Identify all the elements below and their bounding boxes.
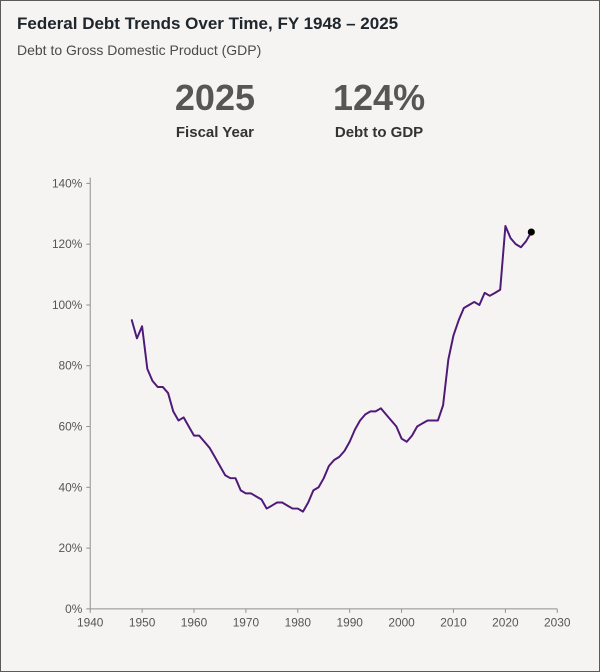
fiscal-year-label: Fiscal Year (175, 123, 255, 141)
svg-text:2030: 2030 (544, 616, 571, 630)
svg-text:1990: 1990 (337, 616, 364, 630)
svg-text:120%: 120% (52, 237, 83, 251)
page-subtitle: Debt to Gross Domestic Product (GDP) (17, 42, 262, 59)
svg-text:80%: 80% (59, 359, 83, 373)
svg-text:2010: 2010 (440, 616, 467, 630)
debt-to-gdp-label: Debt to GDP (334, 123, 424, 141)
svg-text:2000: 2000 (388, 616, 415, 630)
stat-fiscal-year: 2025 Fiscal Year (175, 78, 255, 141)
svg-text:1940: 1940 (77, 616, 104, 630)
page-title: Federal Debt Trends Over Time, FY 1948 –… (17, 14, 399, 33)
svg-text:2020: 2020 (492, 616, 519, 630)
svg-text:40%: 40% (59, 480, 83, 494)
svg-text:60%: 60% (59, 419, 83, 433)
stats-row: 2025 Fiscal Year 124% Debt to GDP (17, 78, 583, 141)
chart-container: 0% 20% 40% 60% 80% 100% 120% 140% 1940 1950 1960 19… (17, 165, 583, 655)
svg-text:1980: 1980 (285, 616, 312, 630)
debt-to-gdp-value: 124% (333, 77, 426, 119)
svg-text:100%: 100% (52, 298, 83, 312)
svg-text:1960: 1960 (181, 616, 208, 630)
fiscal-year-value: 2025 (174, 77, 255, 119)
debt-gdp-line-chart: 0% 20% 40% 60% 80% 100% 120% 140% 1940 1950 1960 19… (52, 176, 571, 630)
svg-text:20%: 20% (59, 541, 83, 555)
svg-text:0%: 0% (65, 602, 83, 616)
stat-debt-to-gdp: 124% Debt to GDP (333, 78, 425, 141)
svg-text:140%: 140% (52, 176, 83, 190)
svg-text:1950: 1950 (129, 616, 156, 630)
svg-text:1970: 1970 (233, 616, 260, 630)
